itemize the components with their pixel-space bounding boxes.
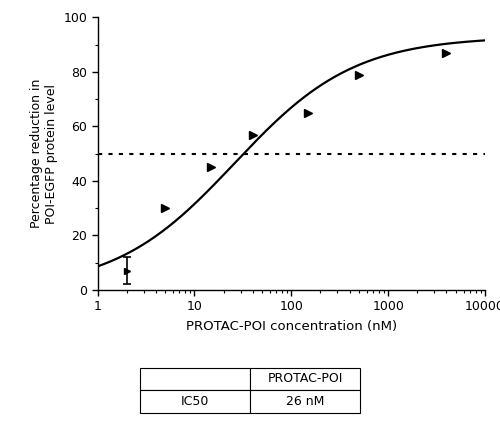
X-axis label: PROTAC-POI concentration (nM): PROTAC-POI concentration (nM) [186, 320, 397, 333]
Y-axis label: Percentage reduction in
POI-EGFP protein level: Percentage reduction in POI-EGFP protein… [30, 79, 58, 228]
